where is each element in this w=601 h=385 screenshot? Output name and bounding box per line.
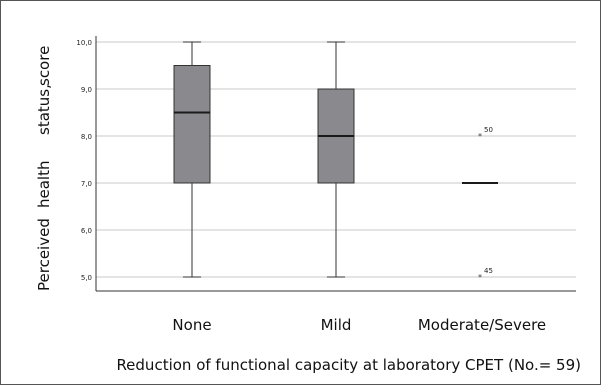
category-label-moderate-severe: Moderate/Severe — [417, 316, 547, 334]
outlier-point: * — [478, 132, 482, 141]
y-tick-label: 8,0 — [81, 133, 92, 141]
y-tick-label: 9,0 — [81, 86, 92, 94]
ylabel-word-1: Perceived — [35, 218, 53, 291]
y-tick-label: 6,0 — [81, 227, 92, 235]
y-tick-label: 7,0 — [81, 180, 92, 188]
box-none — [173, 65, 211, 184]
ylabel-word-3: status, — [35, 84, 53, 135]
outlier-label: 50 — [484, 126, 493, 134]
ylabel-word-2: health — [35, 160, 53, 208]
y-tick-label: 10,0 — [76, 39, 92, 47]
category-label-none: None — [172, 316, 212, 334]
outlier-label: 45 — [484, 267, 493, 275]
ylabel-word-4: score — [35, 45, 53, 86]
x-axis-title: Reduction of functional capacity at labo… — [116, 356, 581, 374]
outlier-point: * — [478, 273, 482, 282]
category-label-mild: Mild — [320, 316, 352, 334]
y-tick-label: 5,0 — [81, 274, 92, 282]
